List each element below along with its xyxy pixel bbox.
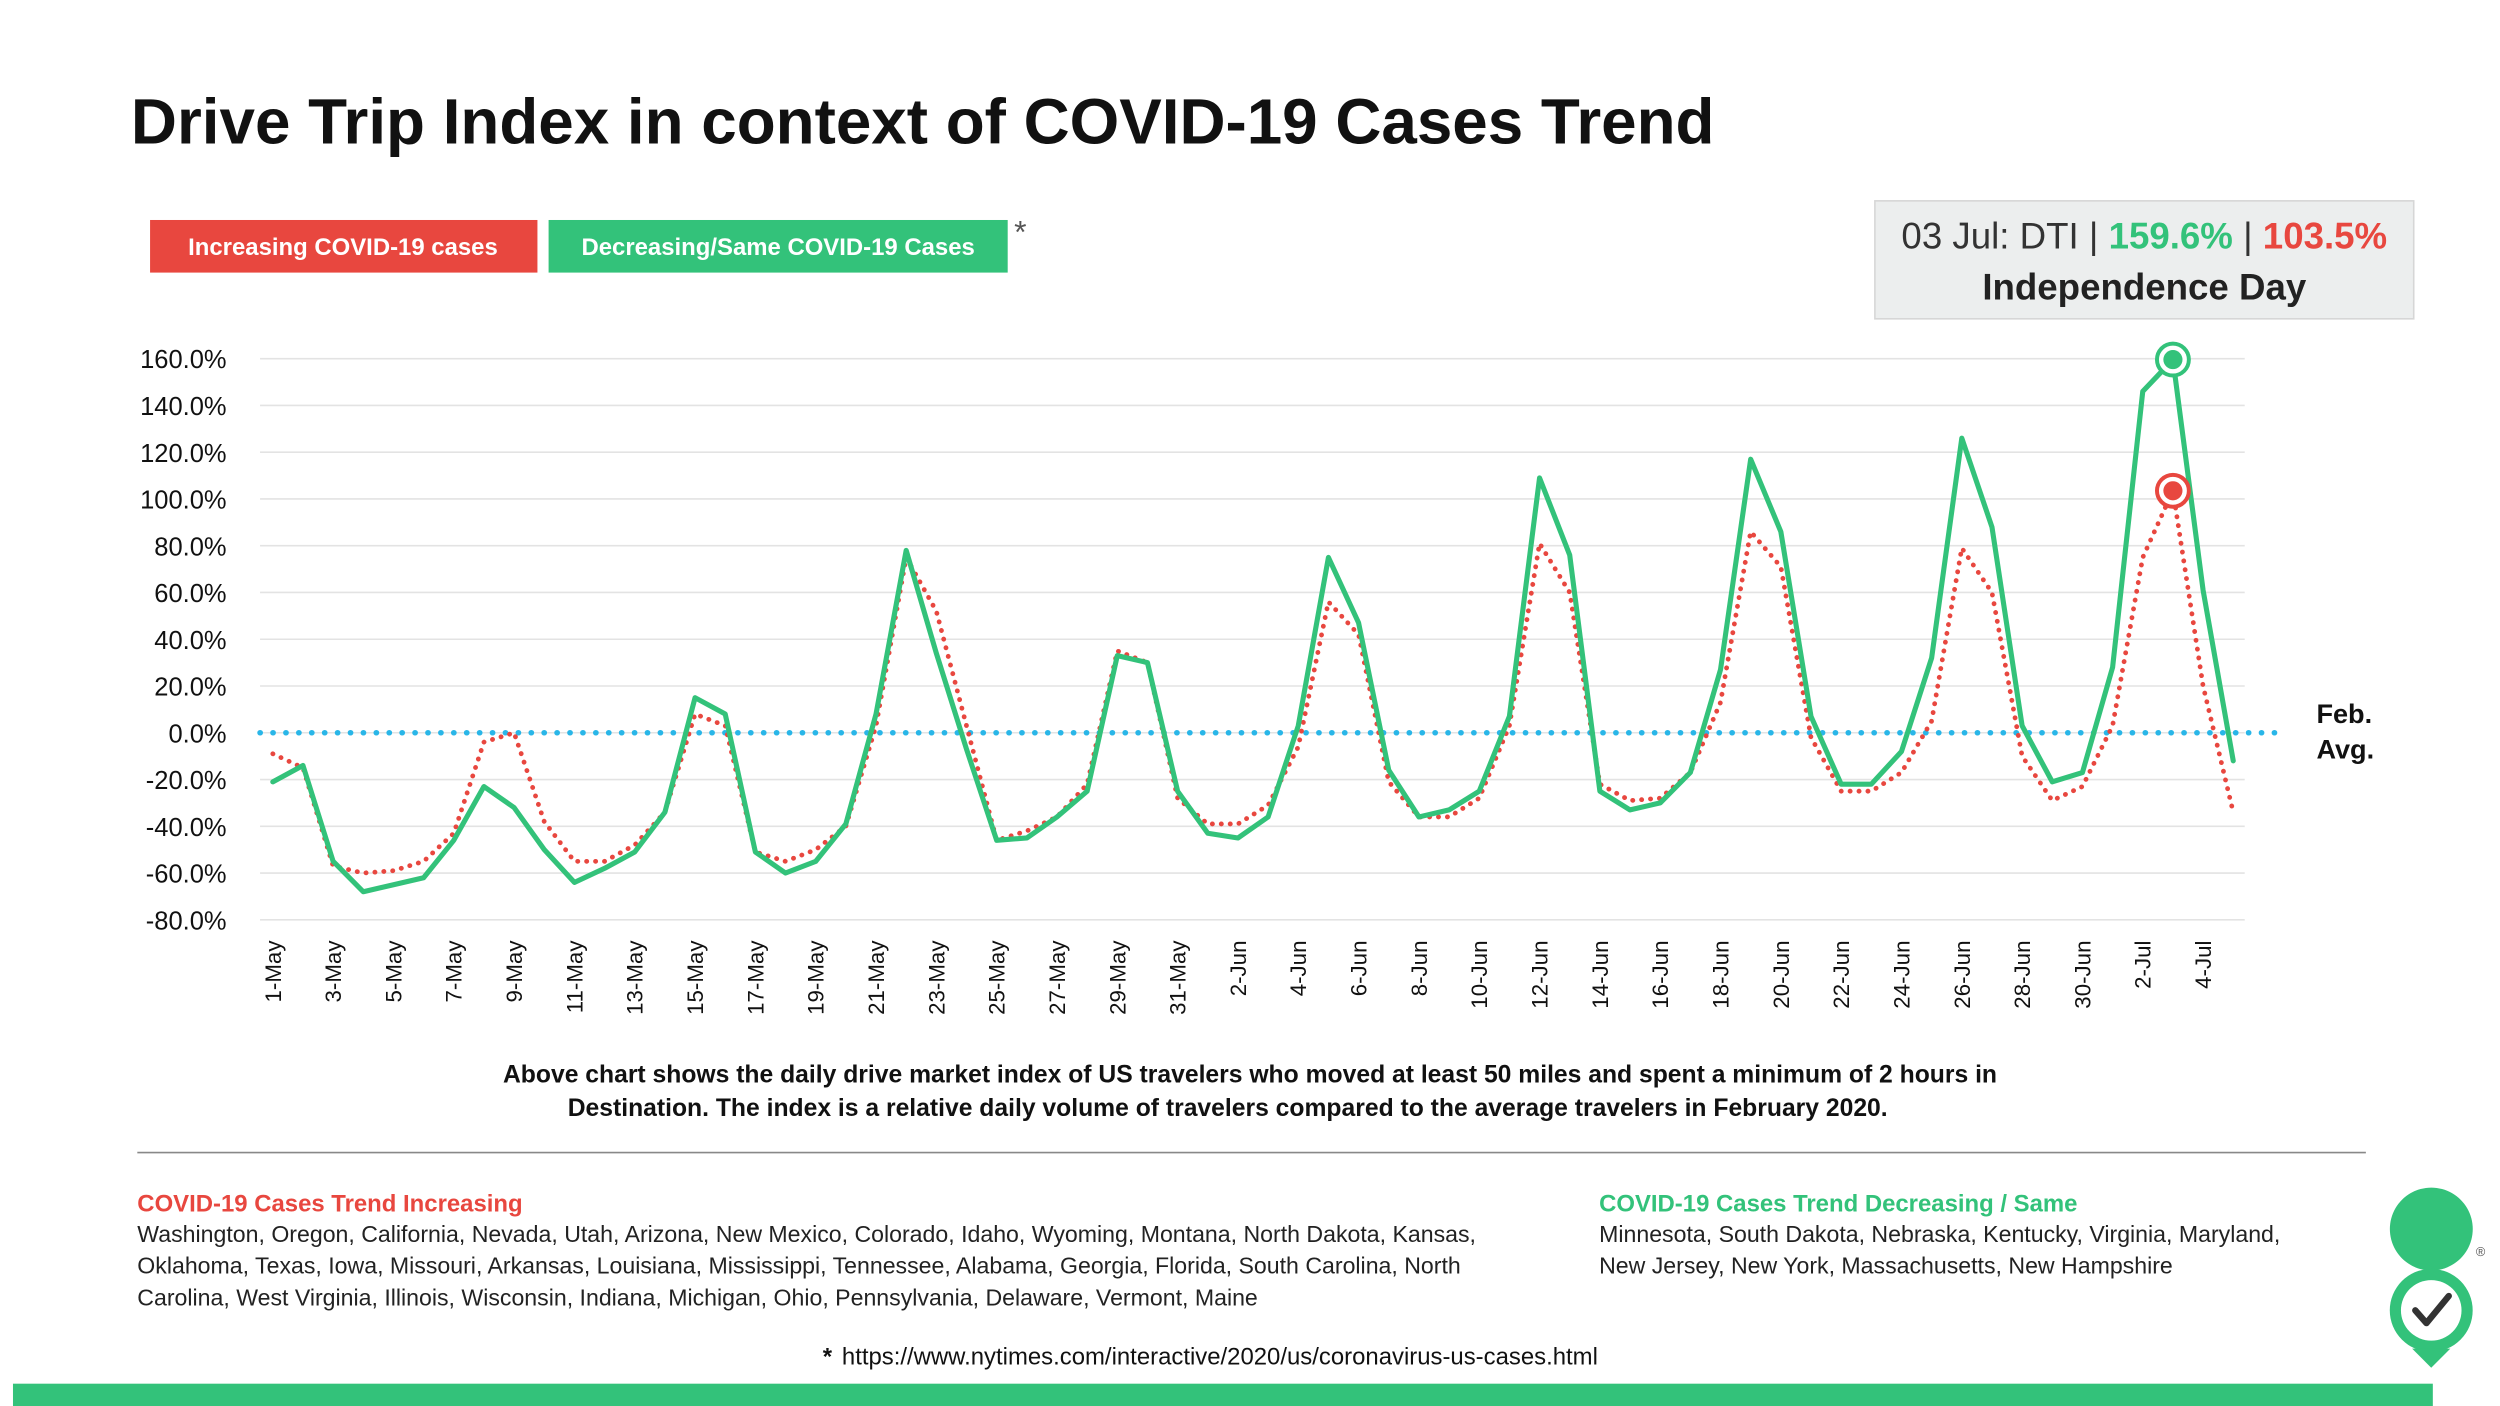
legend-label: Increasing COVID-19 cases — [188, 234, 498, 261]
reference-label: Feb. — [2316, 698, 2372, 729]
plot: -80.0% -60.0% -40.0% -20.0% 0.0% 20.0% 40.0% 60… — [140, 341, 2374, 1015]
x-tick-label: 3-May — [321, 940, 346, 1003]
y-tick-label: 120.0% — [140, 440, 226, 468]
legend-swatch — [548, 219, 1008, 273]
annotation-line: 03 Jul: DTI | 159.6% | 103.5% — [1901, 216, 2387, 257]
x-tick-label: 12-Jun — [1528, 941, 1553, 1009]
states-title: COVID-19 Cases Trend Increasing — [137, 1191, 522, 1218]
x-tick-label: 20-Jun — [1769, 941, 1794, 1009]
x-tick-label: 6-Jun — [1347, 941, 1372, 997]
separator: | — [2089, 216, 2099, 257]
y-tick-label: 140.0% — [140, 393, 226, 421]
y-tick-label: -40.0% — [146, 814, 227, 842]
y-tick-label: -80.0% — [146, 907, 227, 935]
separator: | — [2243, 216, 2253, 257]
x-tick-label: 10-Jun — [1467, 941, 1492, 1009]
annotation-value: 103.5% — [2263, 216, 2387, 257]
states-list: New Jersey, New York, Massachusetts, New… — [1599, 1253, 2173, 1279]
x-tick-label: 4-Jun — [1286, 941, 1311, 997]
x-tick-label: 11-May — [562, 940, 587, 1014]
states-list: Oklahoma, Texas, Iowa, Missouri, Arkansa… — [137, 1253, 1460, 1279]
source-marker: * — [823, 1344, 833, 1371]
x-tick-label: 13-May — [623, 940, 648, 1015]
x-tick-label: 21-May — [864, 940, 889, 1015]
legend-label: Decreasing/Same COVID-19 Cases — [581, 234, 974, 261]
x-tick-label: 30-Jun — [2070, 941, 2095, 1009]
y-tick-label: -20.0% — [146, 767, 227, 795]
x-tick-label: 19-May — [804, 940, 829, 1015]
y-tick-label: 160.0% — [140, 346, 226, 374]
x-tick-label: 5-May — [381, 940, 406, 1003]
x-tick-label: 27-May — [1045, 940, 1070, 1015]
x-tick-label: 29-May — [1105, 940, 1130, 1015]
x-tick-label: 16-Jun — [1648, 941, 1673, 1009]
series-line — [270, 357, 2236, 895]
x-tick-label: 15-May — [683, 940, 708, 1015]
reference-label: Avg. — [2316, 733, 2374, 764]
caption: Destination. The index is a relative dai… — [568, 1095, 1888, 1122]
y-tick-label: 100.0% — [140, 487, 226, 515]
states-list: Carolina, West Virginia, Illinois, Wisco… — [137, 1285, 1257, 1311]
y-tick-label: 80.0% — [154, 533, 226, 561]
x-tick-label: 2-Jun — [1226, 941, 1251, 997]
annotation-title: Independence Day — [1982, 267, 2307, 308]
annotation-value: 159.6% — [2109, 216, 2233, 257]
x-tick-label: 4-Jul — [2191, 941, 2216, 989]
highlight-dot — [2163, 350, 2183, 370]
legend-swatch — [150, 219, 538, 273]
x-tick-label: 14-Jun — [1588, 941, 1613, 1009]
y-tick-label: 20.0% — [154, 674, 226, 702]
annotation-box — [1874, 200, 2415, 320]
annotation-date: 03 Jul: DTI — [1901, 216, 2078, 257]
x-tick-label: 22-Jun — [1829, 941, 1854, 1009]
x-tick-label: 2-Jul — [2131, 941, 2156, 989]
x-tick-label: 9-May — [502, 940, 527, 1003]
states-list: Washington, Oregon, California, Nevada, … — [137, 1221, 1476, 1247]
x-tick-label: 25-May — [985, 940, 1010, 1015]
x-tick-label: 28-Jun — [2010, 941, 2035, 1009]
x-tick-label: 24-Jun — [1889, 941, 1914, 1009]
y-tick-label: 60.0% — [154, 580, 226, 608]
y-tick-label: 0.0% — [168, 720, 226, 748]
footer-bar — [12, 1383, 2433, 1406]
highlight-dot — [2163, 481, 2183, 501]
x-tick-label: 23-May — [924, 940, 949, 1015]
caption: Above chart shows the daily drive market… — [503, 1061, 1997, 1088]
x-tick-label: 17-May — [743, 940, 768, 1015]
chart-title: Drive Trip Index in context of COVID-19 … — [131, 85, 1715, 157]
states-list: Minnesota, South Dakota, Nebraska, Kentu… — [1599, 1221, 2280, 1247]
y-tick-label: 40.0% — [154, 627, 226, 655]
logo-mark: ® — [2476, 1244, 2486, 1259]
states-title: COVID-19 Cases Trend Decreasing / Same — [1599, 1191, 2077, 1218]
x-tick-label: 7-May — [442, 940, 467, 1003]
source-url: https://www.nytimes.com/interactive/2020… — [842, 1344, 1598, 1371]
series-line — [270, 488, 2236, 876]
x-tick-label: 26-Jun — [1950, 941, 1975, 1009]
x-tick-label: 31-May — [1166, 940, 1191, 1015]
logo — [2389, 1187, 2473, 1368]
legend-note: * — [1014, 213, 1026, 249]
x-tick-label: 1-May — [261, 940, 286, 1003]
x-tick-label: 8-Jun — [1407, 941, 1432, 997]
y-tick-label: -60.0% — [146, 861, 227, 889]
x-tick-label: 18-Jun — [1708, 941, 1733, 1009]
